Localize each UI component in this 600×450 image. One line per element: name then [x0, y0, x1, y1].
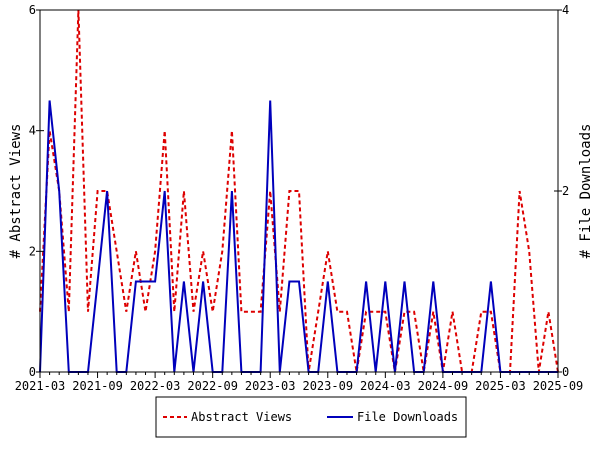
y-tick-label: 6: [29, 3, 36, 17]
axes: 2021-03 2021-09 2022-03 2022-09 2023-03 2023-…: [15, 3, 584, 393]
x-tick-label: 2023-09: [302, 379, 353, 393]
y2-tick-label: 0: [562, 365, 569, 379]
x-tick-label: 2021-03: [15, 379, 66, 393]
y2-axis-label: # File Downloads: [578, 124, 594, 259]
legend: Abstract Views File Downloads: [155, 396, 467, 438]
x-tick-label: 2021-09: [72, 379, 123, 393]
x-tick-label: 2022-03: [130, 379, 181, 393]
y-tick-label: 0: [29, 365, 36, 379]
plot-lines: [39, 9, 559, 373]
x-tick-label: 2025-09: [533, 379, 584, 393]
x-tick-label: 2023-03: [245, 379, 296, 393]
legend-box: [155, 396, 467, 438]
y-tick-label: 2: [29, 244, 36, 258]
y2-tick-label: 4: [562, 3, 569, 17]
series-line-file-downloads: [39, 100, 558, 373]
y2-tick-label: 2: [562, 184, 569, 198]
y-tick-label: 4: [29, 124, 36, 138]
x-tick-label: 2024-09: [418, 379, 469, 393]
x-tick-label: 2025-03: [475, 379, 526, 393]
x-tick-label: 2024-03: [360, 379, 411, 393]
legend-label-abstract-views: Abstract Views: [191, 410, 292, 424]
legend-label-file-downloads: File Downloads: [357, 410, 458, 424]
x-tick-label: 2022-09: [187, 379, 238, 393]
y-axis-label: # Abstract Views: [8, 124, 24, 259]
